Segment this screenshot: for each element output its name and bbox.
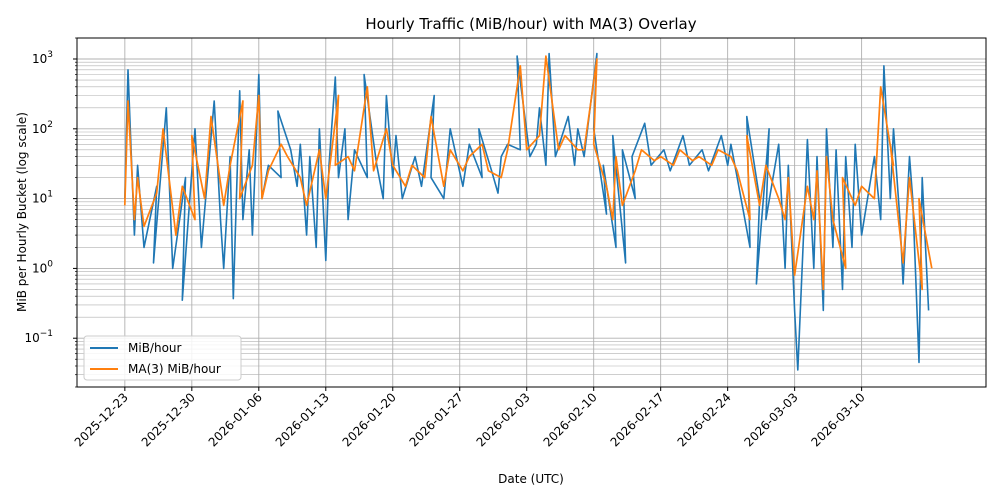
legend-label-ma: MA(3) MiB/hour xyxy=(128,362,221,376)
series-line-raw xyxy=(124,52,930,371)
y-tick-label: 102 xyxy=(32,120,53,136)
chart-title: Hourly Traffic (MiB/hour) with MA(3) Ove… xyxy=(365,15,696,33)
y-tick-label: 10−1 xyxy=(24,329,53,345)
y-tick-label: 100 xyxy=(32,259,53,275)
series-line-ma xyxy=(123,55,933,291)
legend: MiB/hour MA(3) MiB/hour xyxy=(83,335,242,381)
y-axis-label: MiB per Hourly Bucket (log scale) xyxy=(15,112,29,312)
x-axis-label: Date (UTC) xyxy=(498,472,564,486)
plot-area-frame xyxy=(76,37,987,388)
series-layer xyxy=(123,52,933,371)
legend-box xyxy=(83,335,242,381)
y-tick-label: 103 xyxy=(32,50,53,66)
y-tick-label: 101 xyxy=(32,190,53,206)
legend-label-raw: MiB/hour xyxy=(128,341,182,355)
y-axis-ticks: 10−1 100 101 102 103 xyxy=(24,37,77,388)
